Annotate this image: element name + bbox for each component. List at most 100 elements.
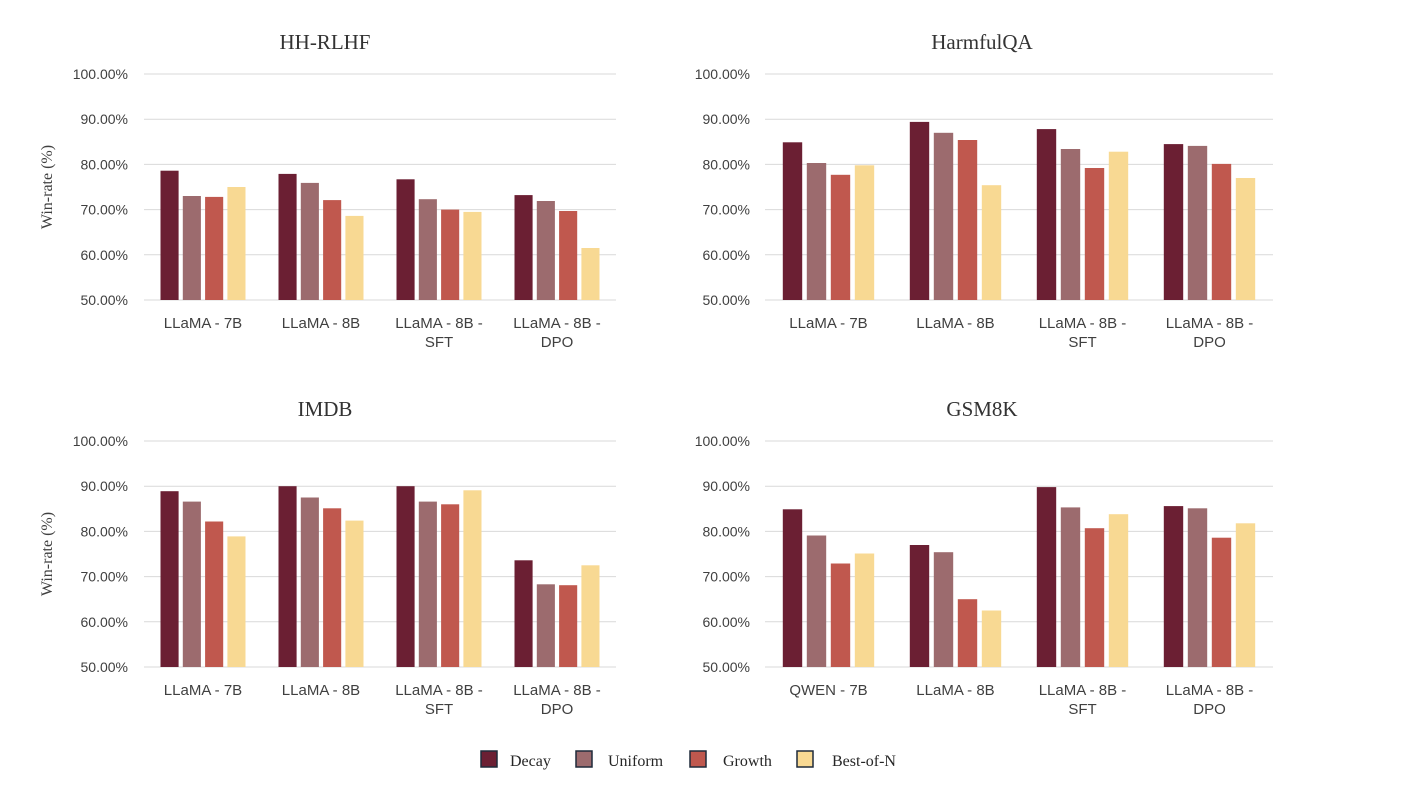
x-tick-label: QWEN - 7B [789, 682, 867, 699]
bar-growth [1211, 537, 1232, 667]
bar-uniform [418, 501, 437, 667]
x-tick-label: LLaMA - 8B -SFT [1039, 682, 1127, 718]
x-tick-label: LLaMA - 8B -DPO [513, 682, 601, 718]
bar-decay [278, 486, 297, 667]
bar-best-of-n [581, 565, 600, 667]
bar-uniform [536, 584, 555, 667]
bar-decay [160, 491, 179, 667]
y-tick-label: 90.00% [81, 111, 128, 127]
bar-decay [1163, 144, 1184, 300]
bar-decay [1163, 506, 1184, 667]
x-tick-label: LLaMA - 8B -DPO [1166, 315, 1254, 351]
y-tick-label: 50.00% [81, 659, 128, 675]
y-tick-label: 70.00% [703, 202, 750, 218]
bar-decay [514, 195, 533, 300]
bar-growth [1084, 528, 1105, 667]
bar-growth [323, 508, 342, 667]
bar-decay [782, 142, 803, 300]
chart-imdb: IMDB 50.00% 60.00% 70.00% 80.00% 90.00% 100.00… [39, 397, 616, 718]
bar-decay [278, 173, 297, 300]
x-tick-label: LLaMA - 8B -SFT [395, 315, 483, 351]
bar-growth [559, 585, 578, 667]
y-tick-label: 100.00% [73, 433, 128, 449]
x-tick-label: LLaMA - 8B [916, 315, 994, 332]
bar-uniform [1187, 508, 1208, 667]
legend-swatch [575, 750, 593, 768]
bar-best-of-n [463, 490, 482, 667]
y-axis-label: Win-rate (%) [39, 512, 56, 596]
x-tick-label: LLaMA - 7B [164, 682, 242, 699]
y-tick-label: 90.00% [703, 478, 750, 494]
legend-label: Uniform [608, 753, 664, 770]
y-tick-label: 60.00% [81, 614, 128, 630]
x-tick-label: LLaMA - 8B [282, 315, 360, 332]
y-tick-label: 80.00% [81, 156, 128, 172]
bar-growth [441, 504, 460, 667]
bar-best-of-n [345, 520, 364, 667]
legend-item-best-of-n: Best-of-N [796, 750, 896, 770]
bar-decay [396, 179, 415, 300]
x-tick-label: LLaMA - 8B -SFT [395, 682, 483, 718]
bar-best-of-n [227, 536, 246, 667]
bar-growth [205, 521, 224, 667]
legend-item-uniform: Uniform [575, 750, 664, 770]
bar-growth [957, 140, 978, 300]
bar-best-of-n [463, 211, 482, 300]
bar-best-of-n [1235, 523, 1256, 667]
x-tick-label: LLaMA - 8B -DPO [513, 315, 601, 351]
bar-uniform [806, 535, 827, 667]
x-tick-label: LLaMA - 7B [164, 315, 242, 332]
chart-panels: HH-RLHF 50.00% 60.00% 70.00% 80.00% 90.00% 100… [39, 30, 1273, 718]
bar-best-of-n [345, 215, 364, 300]
y-tick-label: 70.00% [703, 569, 750, 585]
bar-decay [909, 545, 930, 667]
bar-growth [830, 174, 851, 300]
bar-uniform [182, 196, 201, 300]
y-tick-label: 70.00% [81, 202, 128, 218]
y-tick-label: 100.00% [695, 433, 750, 449]
y-tick-label: 100.00% [73, 66, 128, 82]
x-tick-label: LLaMA - 7B [789, 315, 867, 332]
y-tick-label: 60.00% [81, 247, 128, 263]
legend-item-growth: Growth [689, 750, 772, 770]
bar-best-of-n [1108, 514, 1129, 667]
bar-best-of-n [981, 610, 1002, 667]
bar-growth [830, 563, 851, 667]
x-tick-label: LLaMA - 8B [282, 682, 360, 699]
y-tick-label: 80.00% [703, 523, 750, 539]
bar-best-of-n [854, 165, 875, 300]
bar-best-of-n [981, 185, 1002, 300]
legend-item-decay: Decay [480, 750, 551, 770]
y-tick-label: 80.00% [703, 156, 750, 172]
bar-uniform [1060, 507, 1081, 667]
y-tick-label: 100.00% [695, 66, 750, 82]
chart-hh-rlhf: HH-RLHF 50.00% 60.00% 70.00% 80.00% 90.00% 100… [39, 30, 616, 351]
y-tick-label: 50.00% [703, 659, 750, 675]
bar-uniform [182, 501, 201, 667]
bar-decay [396, 486, 415, 667]
bar-decay [909, 121, 930, 301]
chart-gsm8k: GSM8K 50.00% 60.00% 70.00% 80.00% 90.00% 100.0… [695, 397, 1273, 718]
legend-label: Growth [723, 753, 772, 770]
chart-title: HH-RLHF [279, 30, 370, 54]
bar-growth [1084, 168, 1105, 300]
legend-label: Best-of-N [832, 753, 896, 770]
bar-growth [957, 599, 978, 667]
x-tick-label: LLaMA - 8B [916, 682, 994, 699]
y-tick-label: 70.00% [81, 569, 128, 585]
bar-growth [441, 209, 460, 300]
bar-growth [1211, 163, 1232, 300]
bar-uniform [1187, 145, 1208, 300]
x-tick-label: LLaMA - 8B -SFT [1039, 315, 1127, 351]
y-axis-label: Win-rate (%) [39, 145, 56, 229]
legend: Decay Uniform Growth Best-of-N [480, 750, 896, 770]
bar-growth [205, 196, 224, 300]
legend-swatch [796, 750, 814, 768]
legend-label: Decay [510, 753, 551, 770]
bar-decay [1036, 129, 1057, 300]
bar-best-of-n [1235, 178, 1256, 300]
bar-uniform [806, 163, 827, 300]
bar-uniform [300, 497, 319, 667]
legend-swatch [689, 750, 707, 768]
